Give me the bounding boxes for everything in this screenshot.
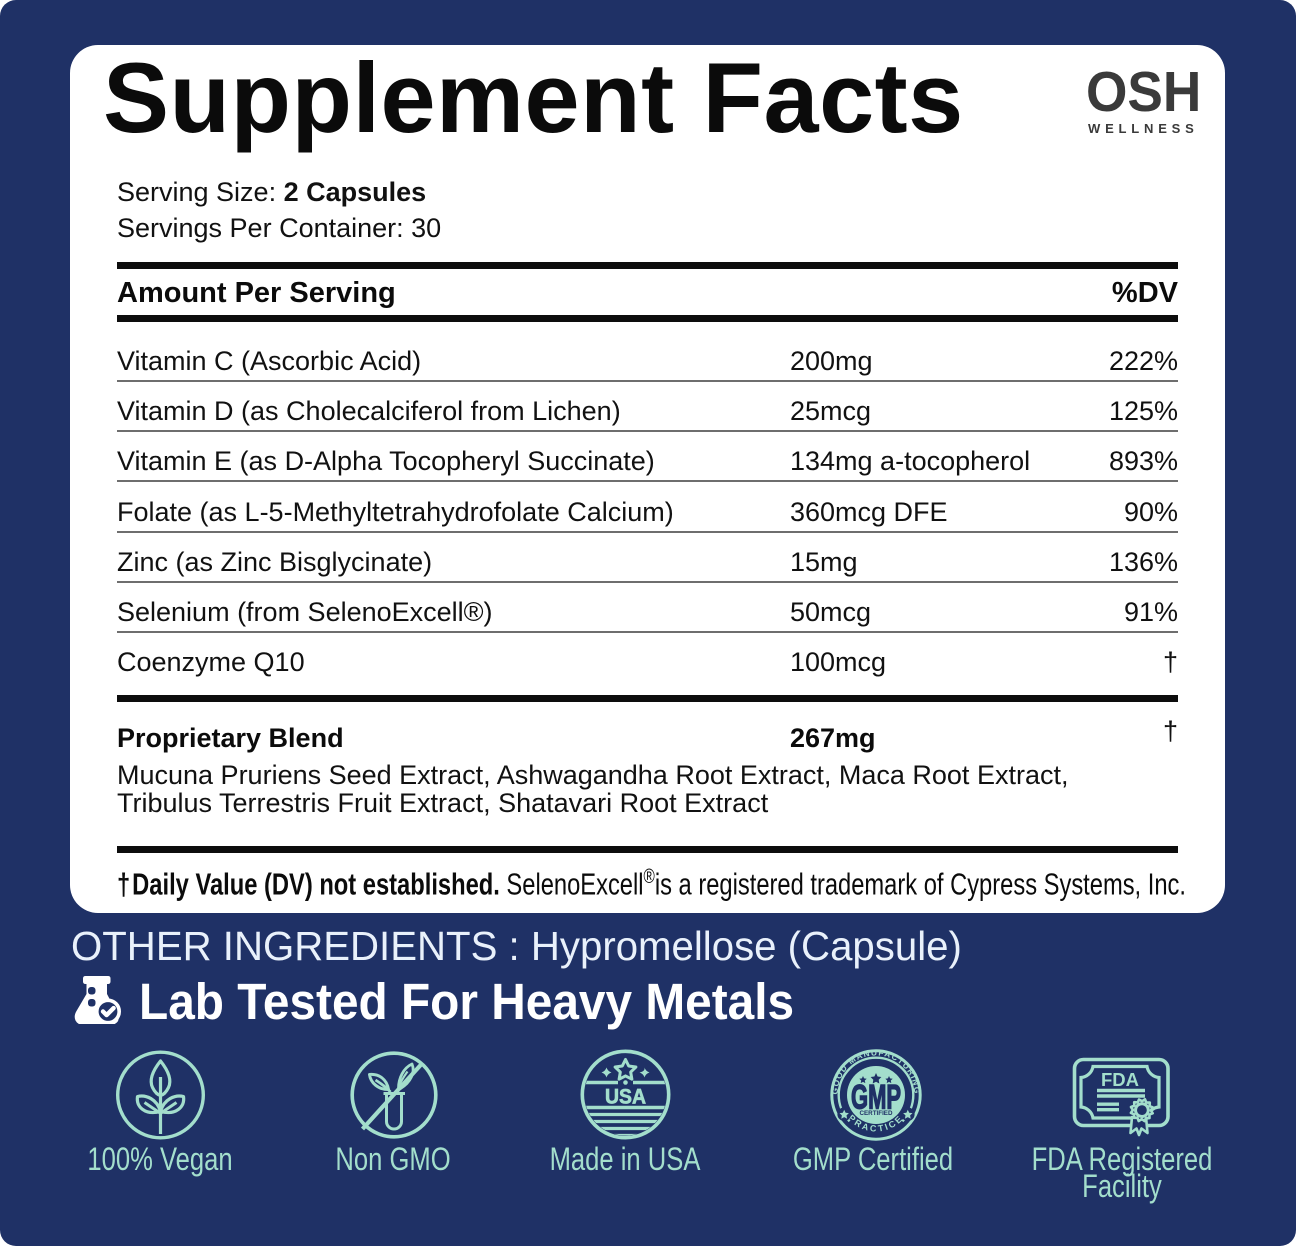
- svg-text:CERTIFIED: CERTIFIED: [860, 1110, 894, 1117]
- svg-text:FDA: FDA: [1101, 1069, 1139, 1090]
- svg-text:GMP: GMP: [851, 1079, 901, 1117]
- svg-text:USA: USA: [605, 1086, 646, 1109]
